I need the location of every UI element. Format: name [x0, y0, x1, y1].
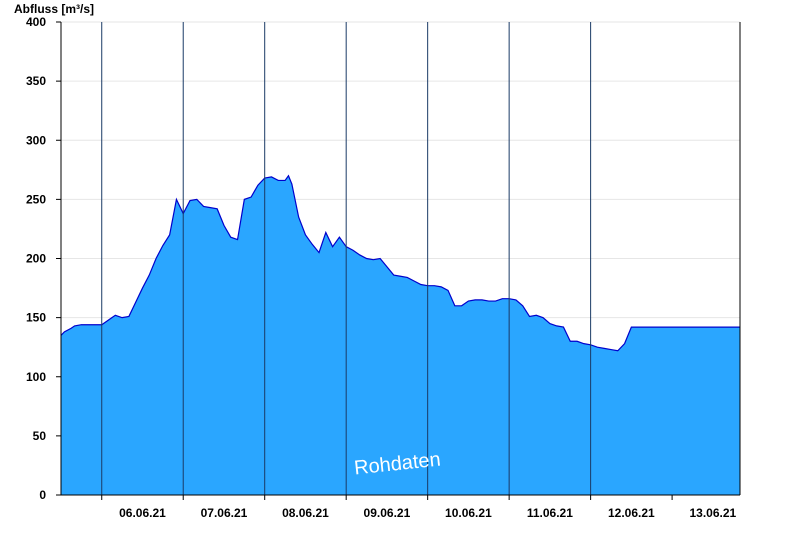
y-tick-label: 200 — [26, 252, 46, 266]
y-tick-label: 350 — [26, 74, 46, 88]
y-tick-label: 250 — [26, 192, 46, 206]
x-tick-label: 10.06.21 — [445, 506, 492, 520]
day-separators — [101, 22, 592, 495]
x-tick-label: 12.06.21 — [608, 506, 655, 520]
y-tick-label: 50 — [33, 429, 47, 443]
x-tick-label: 07.06.21 — [201, 506, 248, 520]
x-tick-labels: 06.06.21 07.06.21 08.06.21 09.06.21 10.06.21… — [119, 506, 736, 520]
x-tick-label: 13.06.21 — [689, 506, 736, 520]
y-tick-label: 400 — [26, 15, 46, 29]
discharge-area-fill — [61, 175, 740, 495]
x-tick-label: 11.06.21 — [527, 506, 573, 520]
y-axis-label: Abfluss [m³/s] — [14, 2, 94, 16]
y-tick-label: 150 — [26, 311, 46, 325]
x-tick-label: 08.06.21 — [282, 506, 329, 520]
discharge-line — [60, 174, 740, 352]
y-tick-label: 0 — [39, 488, 46, 502]
series-area — [60, 174, 740, 495]
x-tick-label: 09.06.21 — [364, 506, 411, 520]
y-tick-label: 100 — [26, 370, 46, 384]
x-tick-label: 06.06.21 — [119, 506, 166, 520]
y-tick-label: 300 — [26, 133, 46, 147]
y-tick-labels: 0 50 100 150 200 250 300 350 400 — [26, 15, 61, 502]
